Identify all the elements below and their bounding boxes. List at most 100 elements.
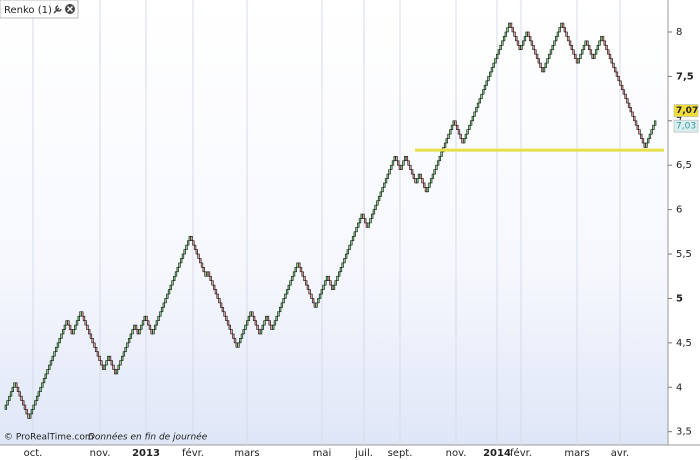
up-brick xyxy=(127,338,131,344)
up-brick xyxy=(320,289,323,295)
up-brick xyxy=(153,324,157,330)
down-brick xyxy=(110,360,113,366)
up-brick xyxy=(285,289,289,295)
down-brick xyxy=(563,27,567,33)
up-brick xyxy=(186,240,190,246)
up-brick xyxy=(548,53,551,59)
price-tag xyxy=(673,104,699,117)
up-brick xyxy=(506,27,509,33)
up-brick xyxy=(480,93,483,99)
up-brick xyxy=(176,267,179,273)
up-brick xyxy=(386,173,389,179)
up-brick xyxy=(476,102,480,108)
down-brick xyxy=(195,249,198,255)
up-brick xyxy=(502,36,506,42)
down-brick xyxy=(530,40,534,46)
down-brick xyxy=(209,275,212,281)
up-brick xyxy=(450,124,454,130)
down-brick xyxy=(617,76,620,82)
up-brick xyxy=(577,58,580,64)
up-brick xyxy=(278,307,282,313)
x-tick-label: mars xyxy=(564,448,589,459)
down-brick xyxy=(219,302,223,308)
up-brick xyxy=(367,222,370,228)
up-brick xyxy=(129,333,133,339)
down-brick xyxy=(190,235,193,242)
up-brick xyxy=(287,284,291,290)
down-brick xyxy=(15,382,18,388)
x-tick-label: mars xyxy=(234,448,259,459)
down-brick xyxy=(213,284,216,290)
down-brick xyxy=(232,333,235,339)
up-brick xyxy=(261,324,264,330)
up-brick xyxy=(648,133,652,139)
down-brick xyxy=(18,391,21,397)
up-brick xyxy=(53,351,56,357)
up-brick xyxy=(105,360,108,366)
settings-icon[interactable] xyxy=(53,5,62,14)
down-brick xyxy=(624,93,627,99)
down-brick xyxy=(216,293,219,299)
up-brick xyxy=(594,49,598,55)
x-tick-label: oct. xyxy=(24,448,43,459)
up-brick xyxy=(499,44,502,51)
up-brick xyxy=(435,164,438,170)
x-tick-label: févr. xyxy=(182,447,204,459)
up-brick xyxy=(581,49,584,55)
up-brick xyxy=(171,280,174,286)
down-brick xyxy=(397,160,400,166)
down-brick xyxy=(192,240,195,246)
down-brick xyxy=(638,129,641,135)
up-brick xyxy=(483,84,487,91)
y-tick-label: 3,5 xyxy=(676,427,692,438)
up-brick xyxy=(475,107,478,113)
up-brick xyxy=(428,182,431,188)
up-brick xyxy=(463,138,466,144)
down-brick xyxy=(230,329,233,335)
up-brick xyxy=(46,369,49,375)
down-brick xyxy=(266,315,270,321)
up-brick xyxy=(542,67,546,73)
up-brick xyxy=(49,360,53,366)
up-brick xyxy=(468,124,471,130)
down-brick xyxy=(233,338,237,344)
down-brick xyxy=(407,160,410,166)
up-brick xyxy=(348,244,351,250)
y-tick-label: 6,5 xyxy=(676,160,692,171)
down-brick xyxy=(511,27,514,33)
up-brick xyxy=(489,71,492,77)
up-brick xyxy=(338,271,341,277)
down-brick xyxy=(607,49,610,55)
down-brick xyxy=(89,333,93,339)
up-brick xyxy=(376,200,379,206)
up-brick xyxy=(357,222,360,228)
up-brick xyxy=(61,329,65,335)
down-brick xyxy=(570,44,573,51)
up-brick xyxy=(332,284,336,290)
down-brick xyxy=(207,271,211,277)
up-brick xyxy=(383,182,386,188)
x-tick-label: nov. xyxy=(90,448,111,459)
bricks xyxy=(4,22,657,419)
down-brick xyxy=(423,182,426,188)
down-brick xyxy=(535,53,539,59)
down-brick xyxy=(308,289,311,295)
down-brick xyxy=(82,315,86,321)
down-brick xyxy=(327,275,330,281)
up-brick xyxy=(471,116,475,122)
down-brick xyxy=(221,307,225,313)
up-brick xyxy=(436,160,440,166)
up-brick xyxy=(334,280,337,286)
up-brick xyxy=(546,58,549,64)
down-brick xyxy=(457,129,461,135)
up-brick xyxy=(8,395,11,401)
up-brick xyxy=(72,329,75,335)
up-brick xyxy=(447,133,450,139)
up-brick xyxy=(30,409,34,415)
up-brick xyxy=(433,169,436,175)
down-brick xyxy=(299,267,303,273)
down-brick xyxy=(147,320,150,326)
x-tick-label: 2014 xyxy=(483,448,511,459)
up-brick xyxy=(126,342,129,348)
